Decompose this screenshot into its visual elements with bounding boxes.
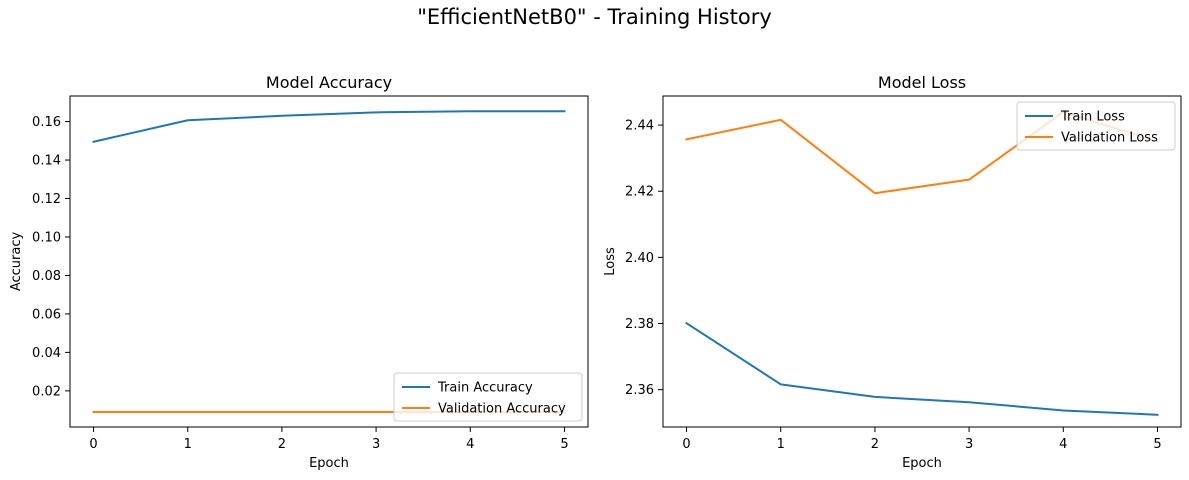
panel1-x-tick-label: 4 xyxy=(466,437,474,452)
panel1-y-tick-label: 0.12 xyxy=(32,192,61,207)
panel1-x-tick-label: 5 xyxy=(560,437,568,452)
panel2-y-tick-label: 2.44 xyxy=(625,119,654,134)
panel2-axes-frame xyxy=(662,95,1182,428)
panel2-title: Model Loss xyxy=(878,73,966,92)
panel2-y-tick-label: 2.36 xyxy=(625,383,654,398)
panel2-x-tick-label: 1 xyxy=(777,437,785,452)
panel2-y-tick-label: 2.42 xyxy=(625,185,654,200)
panel1-x-tick-label: 1 xyxy=(184,437,192,452)
panel1-title: Model Accuracy xyxy=(266,73,392,92)
panel1-y-tick-label: 0.10 xyxy=(32,230,61,245)
panel1-series-line-1 xyxy=(92,110,566,143)
panel2-x-tick-label: 0 xyxy=(682,437,690,452)
panel1-legend-box xyxy=(393,372,583,422)
panel1-x-tick-label: 0 xyxy=(89,437,97,452)
panel1-y-tick-label: 0.02 xyxy=(32,384,61,399)
panel1-x-tick-label: 2 xyxy=(278,437,286,452)
panel2-x-tick-label: 2 xyxy=(871,437,879,452)
panel1-y-axis-label: Accuracy xyxy=(9,232,24,292)
panel1-axes-frame xyxy=(69,95,589,428)
panel1-y-tick-label: 0.16 xyxy=(32,115,61,130)
panel1-legend-label-2: Validation Accuracy xyxy=(438,402,566,417)
panel1-y-tick-label: 0.08 xyxy=(32,269,61,284)
panel2-x-tick-label: 4 xyxy=(1059,437,1067,452)
figure-title: "EfficientNetB0" - Training History xyxy=(417,5,772,29)
panel2-legend-box xyxy=(1016,101,1176,151)
panel1-x-axis-label: Epoch xyxy=(309,456,349,471)
panel2-legend-label-2: Validation Loss xyxy=(1061,131,1158,146)
panel2-x-tick-label: 3 xyxy=(965,437,973,452)
panel1-y-tick-label: 0.06 xyxy=(32,307,61,322)
panel2-legend-label-1: Train Loss xyxy=(1060,110,1125,125)
panel1-y-tick-label: 0.14 xyxy=(32,154,61,169)
panel1-legend-label-1: Train Accuracy xyxy=(437,381,533,396)
panel2-series-line-1 xyxy=(685,321,1159,416)
panel1-x-tick-label: 3 xyxy=(372,437,380,452)
panel2-x-tick-label: 5 xyxy=(1153,437,1161,452)
panel2-y-tick-label: 2.38 xyxy=(625,317,654,332)
panel1-y-tick-label: 0.04 xyxy=(32,346,61,361)
panel2-x-axis-label: Epoch xyxy=(902,456,942,471)
panel2-y-tick-label: 2.40 xyxy=(625,251,654,266)
panel2-y-axis-label: Loss xyxy=(603,247,618,276)
